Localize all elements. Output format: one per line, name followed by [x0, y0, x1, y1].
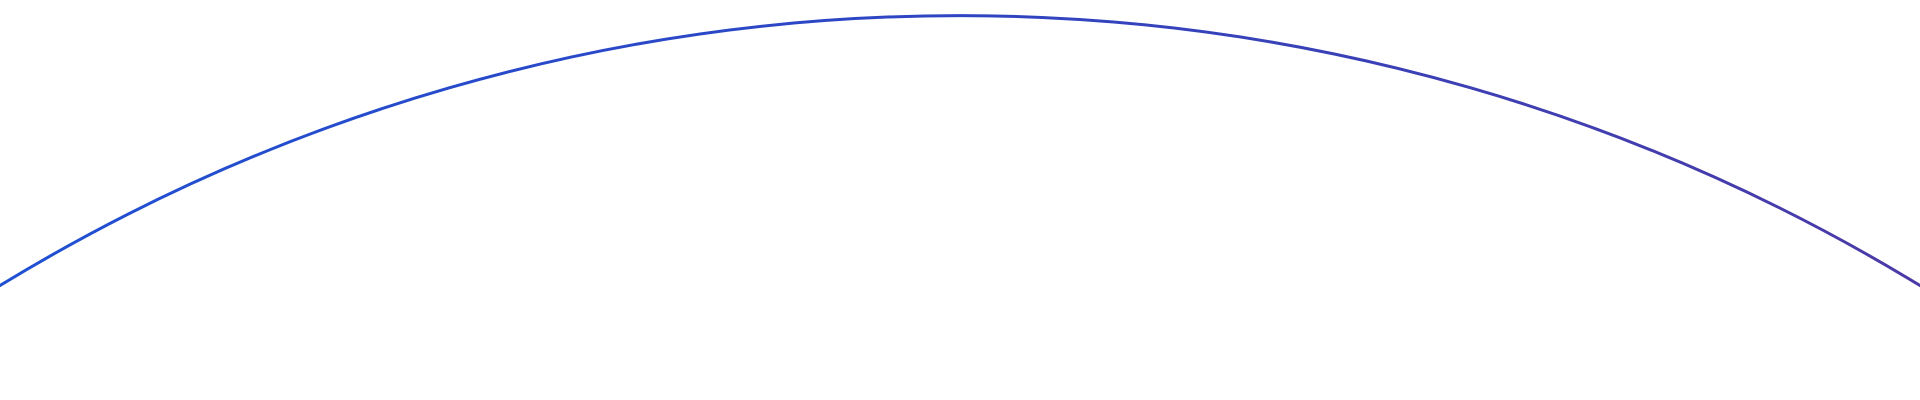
curved-arc-line: [0, 14, 1920, 288]
